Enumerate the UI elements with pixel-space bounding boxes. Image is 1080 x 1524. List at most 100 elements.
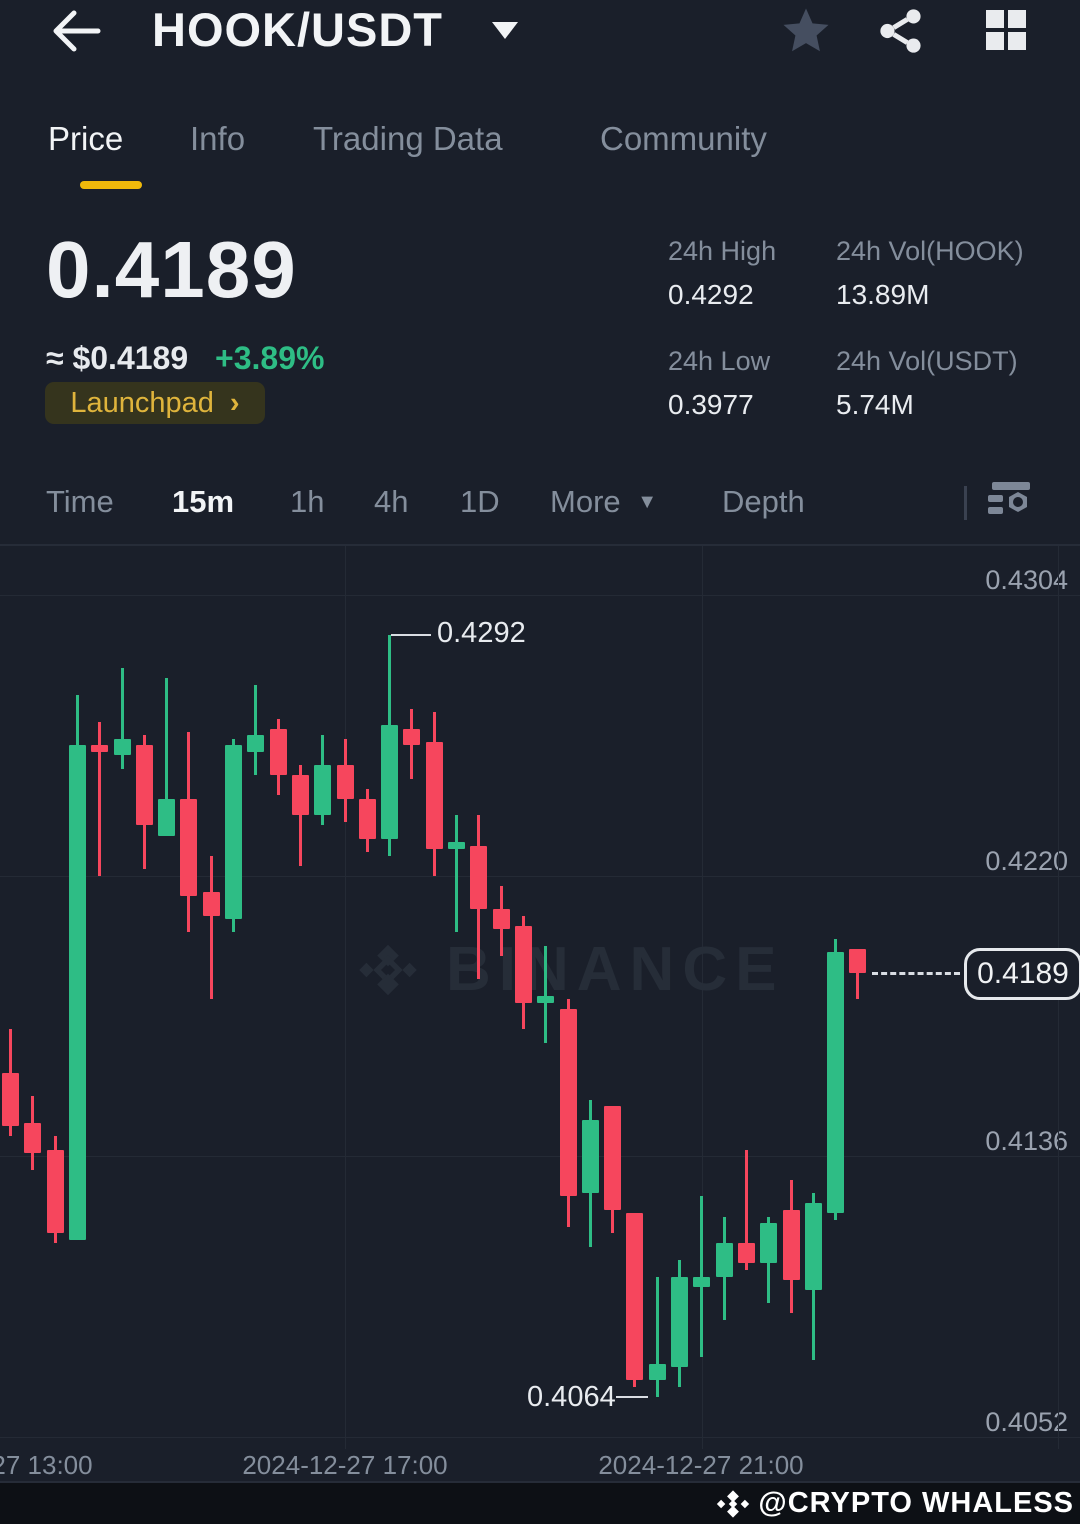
- candle-body: [581, 1119, 599, 1194]
- candle-body: [514, 925, 532, 1003]
- candle-body: [135, 745, 153, 826]
- y-axis-label: 0.4304: [985, 564, 1068, 595]
- h-gridline: [0, 1437, 1080, 1439]
- h-gridline: [0, 875, 1080, 877]
- stat-24h-vol-usdt-label: 24h Vol(USDT): [836, 346, 1018, 376]
- candle-body: [737, 1243, 755, 1264]
- high-annotation-label: 0.4292: [437, 617, 526, 649]
- candle-wick: [254, 685, 258, 776]
- favorite-star-icon[interactable]: [778, 4, 834, 58]
- candle-body: [180, 798, 198, 896]
- y-axis-label: 0.4052: [985, 1407, 1068, 1438]
- candle-body: [715, 1243, 733, 1277]
- stat-24h-high-label: 24h High: [668, 236, 777, 266]
- candle-body: [782, 1209, 800, 1280]
- h-gridline: [0, 1156, 1080, 1158]
- fiat-price-row: ≈ $0.4189 +3.89%: [46, 340, 324, 377]
- high-annotation-line: [391, 634, 431, 636]
- candle-wick: [165, 678, 169, 836]
- candle-body: [158, 798, 176, 836]
- candle-body: [91, 745, 109, 752]
- candle-wick: [120, 668, 124, 769]
- share-icon[interactable]: [876, 6, 926, 56]
- candle-body: [46, 1149, 64, 1234]
- candle-body: [693, 1276, 711, 1287]
- candle-body: [225, 745, 242, 920]
- interval-15m[interactable]: 15m: [172, 484, 235, 519]
- fiat-price: ≈ $0.4189: [46, 340, 189, 376]
- candle-body: [492, 909, 510, 930]
- candle-body: [291, 775, 309, 816]
- candle-wick: [455, 815, 458, 933]
- candle-wick: [744, 1149, 748, 1270]
- candle-wick: [298, 765, 302, 866]
- indicator-settings-icon[interactable]: [986, 480, 1032, 520]
- x-axis-label: 2024-12-27 17:00: [242, 1450, 448, 1480]
- layout-grid-icon[interactable]: [982, 6, 1030, 54]
- tab-trading-data[interactable]: Trading Data: [313, 120, 503, 157]
- candle-body: [849, 949, 867, 973]
- header-bar: HOOK/USDT: [0, 0, 1080, 70]
- candle-body: [559, 1009, 577, 1197]
- interval-1d[interactable]: 1D: [460, 484, 500, 519]
- last-price: 0.4189: [46, 225, 297, 314]
- candle-wick: [856, 949, 860, 1000]
- tab-community[interactable]: Community: [600, 120, 767, 157]
- tab-price[interactable]: Price: [48, 120, 124, 157]
- depth-button[interactable]: Depth: [722, 484, 805, 519]
- last-price-tag: 0.4189: [964, 947, 1080, 1000]
- binance-watermark: BINANCE: [352, 934, 784, 1005]
- v-gridline: [702, 546, 703, 1449]
- pair-dropdown-caret-icon: [492, 22, 518, 39]
- active-tab-underline: [80, 181, 142, 189]
- x-axis-label: 2024-12-27 21:00: [598, 1450, 804, 1480]
- candle-body: [24, 1122, 42, 1154]
- candle-body: [247, 735, 265, 752]
- interval-more[interactable]: More ▼: [550, 484, 658, 519]
- launchpad-badge[interactable]: Launchpad ›: [45, 382, 265, 424]
- candle-wick: [209, 855, 213, 1000]
- low-annotation-line: [616, 1395, 648, 1398]
- candle-body: [358, 798, 376, 839]
- stat-24h-high-value: 0.4292: [668, 279, 754, 310]
- low-annotation-label: 0.4064: [527, 1380, 616, 1413]
- tab-info[interactable]: Info: [190, 120, 246, 157]
- interval-time[interactable]: Time: [46, 484, 114, 519]
- back-icon[interactable]: [50, 8, 102, 54]
- candle-body: [604, 1106, 622, 1210]
- candle-body: [804, 1203, 822, 1291]
- candle-body: [425, 741, 443, 849]
- more-caret-icon: ▼: [637, 491, 658, 513]
- candle-body: [336, 765, 354, 799]
- v-gridline: [345, 546, 346, 1449]
- y-axis-label: 0.4136: [985, 1126, 1068, 1157]
- footer-watermark: @CRYPTO WHALESS: [716, 1487, 1074, 1520]
- toolbar-divider: [964, 486, 967, 520]
- change-percent: +3.89%: [215, 340, 325, 376]
- binance-logo-icon: [359, 944, 417, 995]
- candle-body: [381, 725, 399, 839]
- h-gridline: [0, 594, 1080, 596]
- time-axis: 27 13:00 2024-12-27 17:00 2024-12-27 21:00: [0, 1447, 1080, 1483]
- candle-body: [760, 1223, 778, 1264]
- footer-strip: @CRYPTO WHALESS: [0, 1483, 1080, 1524]
- candle-body: [68, 745, 86, 1240]
- interval-4h[interactable]: 4h: [374, 484, 409, 519]
- footer-handle-text: @CRYPTO WHALESS: [758, 1487, 1074, 1519]
- footer-binance-diamond-icon: [717, 1489, 750, 1518]
- stat-24h-vol-hook-value: 13.89M: [836, 279, 930, 310]
- stat-24h-low-value: 0.3977: [668, 389, 754, 420]
- candlestick-chart[interactable]: 0.4304 0.4220 0.4136 0.4052 BINANCE 0.4292 …: [0, 544, 1080, 1449]
- binance-watermark-text: BINANCE: [446, 935, 785, 1004]
- candle-body: [671, 1276, 688, 1367]
- candle-body: [448, 842, 465, 849]
- launchpad-label: Launchpad: [70, 386, 214, 419]
- pair-title[interactable]: HOOK/USDT: [152, 3, 443, 56]
- candle-body: [648, 1363, 666, 1381]
- stat-24h-vol-hook-label: 24h Vol(HOOK): [836, 236, 1024, 266]
- candle-body: [827, 952, 845, 1214]
- interval-1h[interactable]: 1h: [290, 484, 325, 519]
- candle-body: [269, 728, 287, 776]
- chevron-right-icon: ›: [229, 386, 240, 419]
